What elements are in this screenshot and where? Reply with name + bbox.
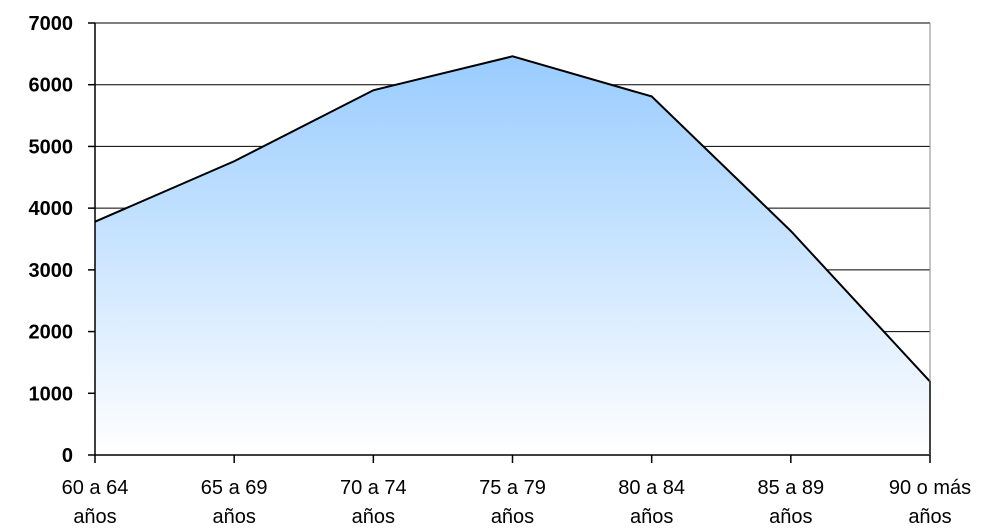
x-tick-label: 60 a 64 años xyxy=(62,477,129,528)
y-tick-label: 3000 xyxy=(29,260,74,282)
y-tick-label: 0 xyxy=(62,445,73,467)
x-tick-label: 75 a 79 años xyxy=(479,477,546,528)
x-tick-label: 80 a 84 años xyxy=(618,477,685,528)
y-axis-ticks: 0 1000 2000 3000 4000 5000 6000 7000 xyxy=(29,13,95,467)
x-tick-label: 90 o más años xyxy=(889,477,971,528)
x-axis-ticks: 60 a 64 años 65 a 69 años 70 a 74 años 75 a 79… xyxy=(62,455,971,528)
y-tick-label: 4000 xyxy=(29,198,74,220)
y-tick-label: 5000 xyxy=(29,136,74,158)
x-tick-label: 65 a 69 años xyxy=(201,477,268,528)
x-tick-label: 70 a 74 años xyxy=(340,477,407,528)
y-tick-label: 2000 xyxy=(29,322,74,344)
area-series-fill xyxy=(95,56,930,455)
y-tick-label: 6000 xyxy=(29,75,74,97)
x-tick-label: 85 a 89 años xyxy=(757,477,824,528)
area-series-line xyxy=(94,55,931,455)
y-tick-label: 7000 xyxy=(29,13,74,35)
y-tick-label: 1000 xyxy=(29,383,74,405)
